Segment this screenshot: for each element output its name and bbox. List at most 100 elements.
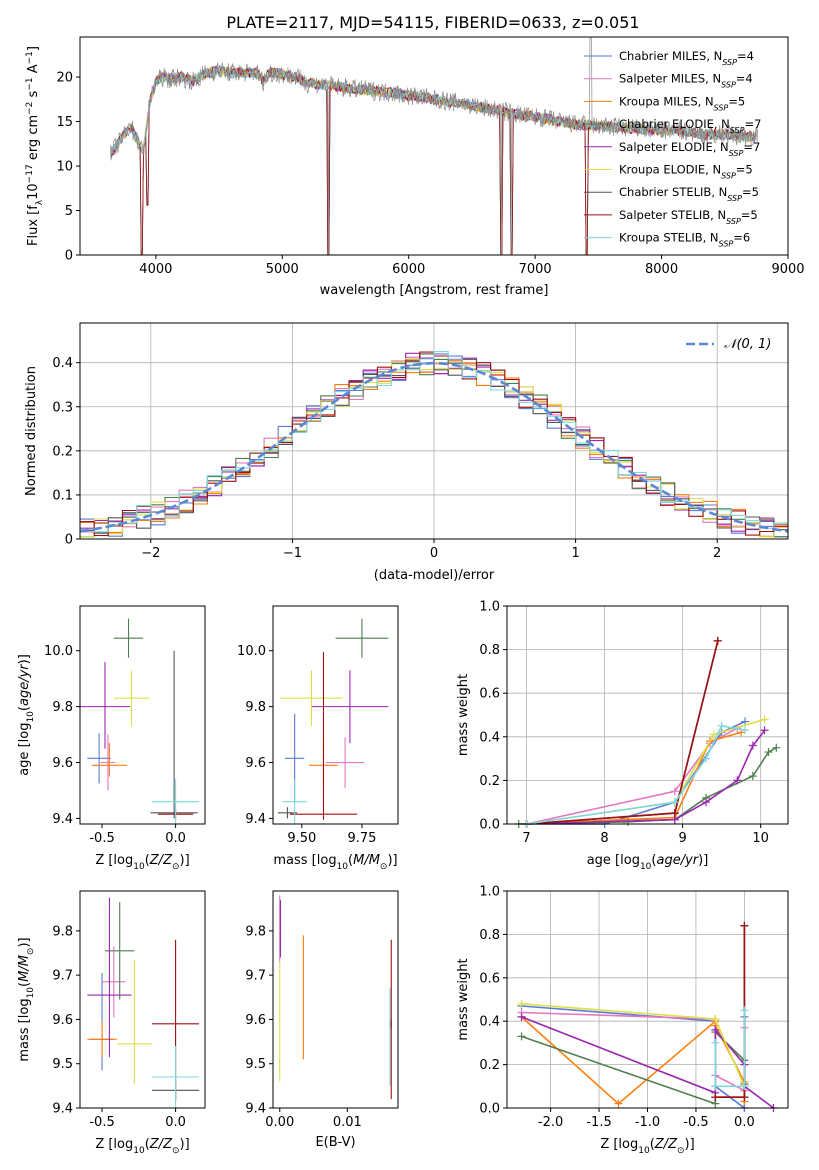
x-tick-label: 0.0 — [165, 1115, 186, 1130]
weight-marker — [702, 754, 711, 763]
y-tick-label: 9.8 — [245, 924, 266, 939]
y-tick-label: 9.8 — [245, 700, 266, 715]
weight-line-4 — [522, 726, 769, 828]
y-tick-label: 20 — [56, 71, 73, 86]
errorbar-1 — [325, 737, 365, 788]
weight-marker — [733, 776, 742, 785]
y-tick-label: 0 — [65, 249, 73, 264]
x-tick-label: 9000 — [771, 262, 804, 277]
y-tick-label: 0.2 — [479, 774, 500, 789]
x-tick-label: 9.75 — [347, 831, 376, 846]
weight-line-6 — [522, 636, 722, 828]
weight-line-6 — [711, 921, 749, 1102]
x-axis-label: Z [log10(Z/Z⊙)] — [95, 853, 189, 872]
weight-line-1 — [522, 724, 742, 828]
weight-line-3 — [517, 1028, 749, 1108]
weight-path — [715, 925, 746, 1098]
axes-frame — [506, 605, 789, 825]
errorbar-2 — [91, 742, 128, 777]
y-axis-label: Normed distribution — [24, 366, 39, 496]
x-axis-label: (data-model)/error — [374, 568, 495, 583]
y-tick-label: 9.4 — [52, 812, 73, 827]
y-tick-label: 0 — [65, 533, 73, 548]
x-tick-label: 8000 — [645, 262, 678, 277]
y-tick-label: 9.7 — [245, 969, 266, 984]
y-tick-label: 1.0 — [479, 885, 500, 900]
x-tick-label: 6000 — [392, 262, 425, 277]
x-tick-label: -1.0 — [635, 1115, 660, 1130]
weight-marker — [711, 1093, 720, 1102]
legend-entry: Kroupa STELIB, NSSP=6 — [619, 231, 750, 249]
errorbar-4 — [87, 897, 132, 1058]
errorbar-5 — [116, 959, 153, 1084]
weight-marker — [713, 636, 722, 645]
weight-path — [526, 640, 719, 825]
y-axis-label: mass weight — [456, 674, 471, 756]
weight-path — [521, 1030, 746, 1105]
mass_vs_ebv-panel: 0.00 0.01 9.4 9.5 9.6 9.7 9.8 — [245, 890, 399, 1130]
errorbar-4 — [311, 670, 389, 743]
y-tick-label: 0.6 — [479, 971, 500, 986]
errorbar-5 — [113, 670, 150, 727]
y-tick-label: 9.6 — [245, 756, 266, 771]
age_vs_mass-panel: 9.50 9.75 9.4 9.6 9.8 10.0 mass [log10(M/M⊙)] — [237, 605, 399, 872]
y-tick-label: 9.7 — [52, 969, 73, 984]
y-tick-label: 10 — [56, 160, 73, 175]
legend-entry: Salpeter MILES, NSSP=4 — [619, 72, 753, 90]
weight-marker — [741, 717, 750, 726]
weight-marker — [772, 743, 781, 752]
y-tick-label: 0.4 — [479, 1015, 500, 1030]
weight-marker — [711, 1015, 720, 1024]
y-tick-label: 0.8 — [479, 643, 500, 658]
weight-marker — [711, 1038, 720, 1047]
weight-marker — [711, 1082, 720, 1091]
errorbar-1 — [102, 946, 126, 1018]
errorbar-1 — [100, 734, 116, 791]
weight-marker — [711, 1025, 720, 1034]
errorbar-8 — [152, 1046, 200, 1108]
weight-marker — [717, 721, 726, 730]
errorbar-6 — [150, 650, 198, 819]
axes-frame — [79, 890, 206, 1109]
histogram-8 — [80, 351, 788, 533]
legend-entry: Kroupa ELODIE, NSSP=5 — [619, 163, 753, 181]
weight-line-8 — [522, 721, 750, 828]
weight-path — [526, 729, 766, 825]
x-tick-label: 4000 — [139, 262, 172, 277]
x-tick-label: 9.50 — [287, 831, 316, 846]
legend-entry: Kroupa MILES, NSSP=5 — [619, 94, 745, 112]
errorbar-4 — [80, 661, 130, 749]
weight-marker — [702, 798, 711, 807]
x-axis-label: Z [log10(Z/Z⊙)] — [95, 1137, 189, 1156]
figure-title: PLATE=2117, MJD=54115, FIBERID=0633, z=0… — [226, 13, 639, 32]
y-tick-label: 15 — [56, 115, 73, 130]
legend-entry: Salpeter ELODIE, NSSP=7 — [619, 140, 760, 158]
y-tick-label: 9.6 — [52, 1013, 73, 1028]
weight-marker — [614, 1099, 623, 1108]
weight-path — [526, 727, 738, 825]
weight-marker — [670, 809, 679, 818]
y-tick-label: 9.5 — [245, 1057, 266, 1072]
weight-marker — [748, 741, 757, 750]
x-axis-label: Z [log10(Z/Z⊙)] — [600, 1137, 694, 1156]
errorbar-2 — [87, 1021, 117, 1058]
y-axis-label: age [log10(age/yr)] — [17, 654, 36, 776]
y-tick-label: 0.2 — [52, 444, 73, 459]
errorbar-6 — [277, 807, 298, 819]
x-tick-label: 10 — [752, 831, 769, 846]
axes-frame — [79, 605, 206, 825]
weight-marker — [670, 798, 679, 807]
observed-spectrum — [109, 37, 759, 255]
errorbar-0 — [87, 733, 111, 784]
legend-entry: Chabrier MILES, NSSP=4 — [619, 49, 754, 67]
legend-entry: Chabrier STELIB, NSSP=5 — [619, 185, 759, 203]
errorbar-3 — [113, 618, 144, 658]
spectrum-panel: 4000 5000 6000 7000 8000 9000 0 5 10 15 20 waveleng… — [25, 36, 805, 298]
x-tick-label: 2 — [713, 546, 721, 561]
x-tick-label: -0.5 — [89, 831, 114, 846]
errorbar-8 — [152, 779, 200, 824]
y-tick-label: 10.0 — [44, 644, 73, 659]
weight-marker — [517, 999, 526, 1008]
x-tick-label: −1 — [283, 546, 302, 561]
axes-frame — [79, 36, 789, 256]
